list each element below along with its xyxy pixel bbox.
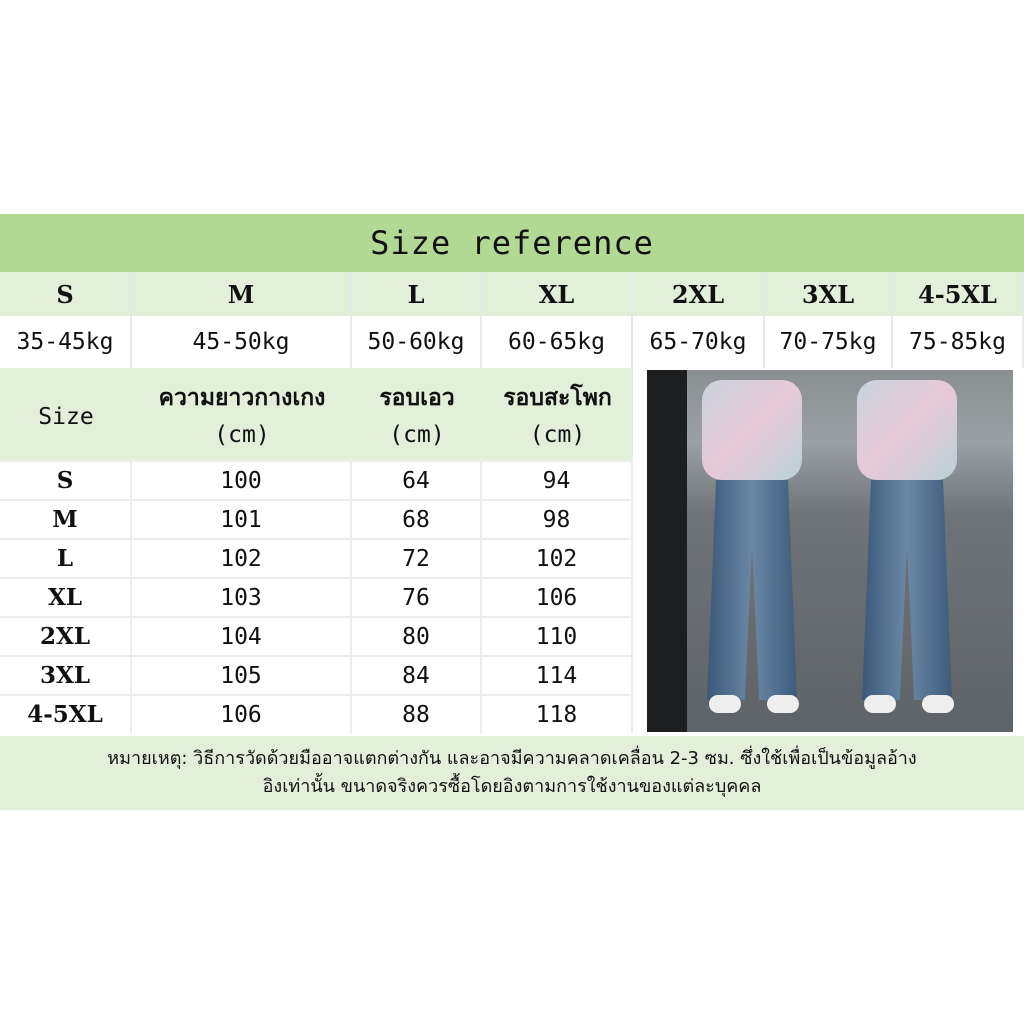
table-cell: 106 (132, 696, 352, 733)
note-line: อิงเท่านั้น ขนาดจริงควรซื้อโดยอิงตามการใ… (262, 776, 762, 797)
weight-row: 35-45kg 45-50kg 50-60kg 60-65kg 65-70kg … (0, 316, 1024, 368)
table-row: XL 103 76 106 (0, 577, 633, 616)
product-photo (647, 370, 1013, 732)
weight-cell: 50-60kg (352, 316, 482, 368)
table-cell: 102 (482, 540, 633, 577)
table-cell: 98 (482, 501, 633, 538)
size-cell: 2XL (633, 272, 765, 316)
lamp-post (647, 370, 687, 732)
header-waist: รอบเอว (cm) (352, 368, 482, 460)
table-cell: 102 (132, 540, 352, 577)
header-unit: (cm) (529, 422, 586, 448)
table-title: Size reference (0, 214, 1024, 272)
table-cell: 106 (482, 579, 633, 616)
weight-cell: 45-50kg (132, 316, 352, 368)
table-cell: S (0, 462, 132, 499)
table-cell: 101 (132, 501, 352, 538)
header-label: รอบสะโพก (503, 385, 612, 411)
weight-cell: 65-70kg (633, 316, 765, 368)
table-cell: 105 (132, 657, 352, 694)
header-unit: (cm) (214, 422, 270, 448)
measure-header: Size ความยาวกางเกง (cm) รอบเอว (cm) รอบสะโ… (0, 368, 633, 460)
header-label: Size (38, 404, 94, 430)
table-cell: 84 (352, 657, 482, 694)
table-cell: 2XL (0, 618, 132, 655)
weight-cell: 70-75kg (765, 316, 893, 368)
table-row: 4-5XL 106 88 118 (0, 694, 633, 733)
table-cell: 118 (482, 696, 633, 733)
table-cell: M (0, 501, 132, 538)
table-cell: 100 (132, 462, 352, 499)
table-cell: 68 (352, 501, 482, 538)
measurement-note: หมายเหตุ: วิธีการวัดด้วยมืออาจแตกต่างกัน… (0, 736, 1024, 810)
table-row: M 101 68 98 (0, 499, 633, 538)
table-cell: 88 (352, 696, 482, 733)
table-cell: 80 (352, 618, 482, 655)
model-figure (697, 380, 807, 720)
table-row: L 102 72 102 (0, 538, 633, 577)
header-hip: รอบสะโพก (cm) (482, 368, 633, 460)
table-row: 3XL 105 84 114 (0, 655, 633, 694)
table-cell: 76 (352, 579, 482, 616)
header-unit: (cm) (389, 422, 445, 448)
table-cell: 104 (132, 618, 352, 655)
header-label: รอบเอว (379, 385, 455, 411)
weight-cell: 75-85kg (893, 316, 1024, 368)
table-cell: 114 (482, 657, 633, 694)
note-line: หมายเหตุ: วิธีการวัดด้วยมืออาจแตกต่างกัน… (107, 748, 917, 769)
size-cell: 4-5XL (893, 272, 1024, 316)
size-cell: XL (482, 272, 633, 316)
table-cell: 110 (482, 618, 633, 655)
header-label: ความยาวกางเกง (158, 385, 326, 411)
size-cell: L (352, 272, 482, 316)
model-figure (852, 380, 962, 720)
table-cell: L (0, 540, 132, 577)
header-length: ความยาวกางเกง (cm) (132, 368, 352, 460)
table-cell: XL (0, 579, 132, 616)
size-cell: S (0, 272, 132, 316)
table-cell: 94 (482, 462, 633, 499)
table-cell: 64 (352, 462, 482, 499)
size-row: S M L XL 2XL 3XL 4-5XL (0, 272, 1024, 316)
table-row: 2XL 104 80 110 (0, 616, 633, 655)
header-size: Size (0, 368, 132, 460)
size-cell: M (132, 272, 352, 316)
table-cell: 3XL (0, 657, 132, 694)
table-row: S 100 64 94 (0, 460, 633, 499)
weight-cell: 35-45kg (0, 316, 132, 368)
size-cell: 3XL (765, 272, 893, 316)
table-cell: 72 (352, 540, 482, 577)
weight-cell: 60-65kg (482, 316, 633, 368)
table-cell: 103 (132, 579, 352, 616)
table-cell: 4-5XL (0, 696, 132, 733)
